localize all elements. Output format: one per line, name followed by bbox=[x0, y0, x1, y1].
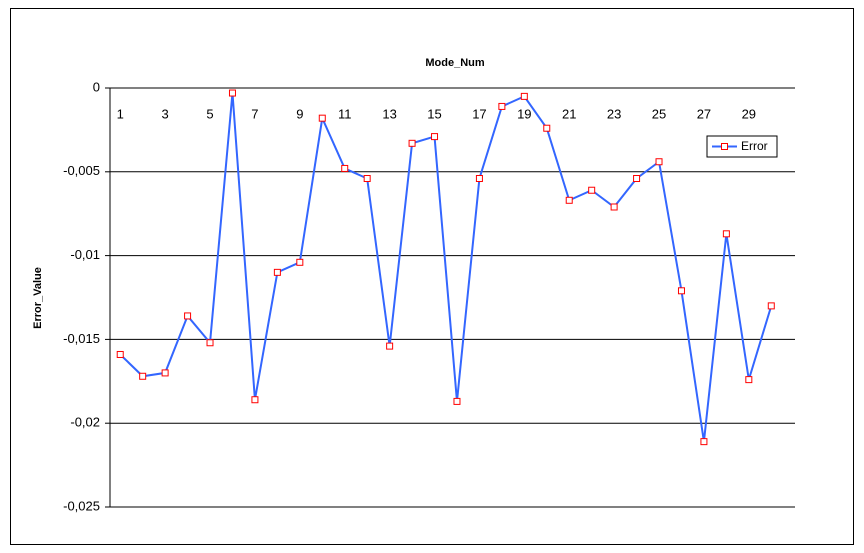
data-point bbox=[296, 258, 304, 266]
data-point bbox=[565, 196, 573, 204]
data-point bbox=[161, 369, 169, 377]
chart-title: Mode_Num bbox=[425, 57, 485, 69]
x-tick-label: 19 bbox=[517, 106, 531, 121]
y-tick-label: -0,005 bbox=[63, 163, 100, 178]
x-tick-label: 29 bbox=[742, 106, 756, 121]
data-point bbox=[116, 350, 124, 358]
data-point bbox=[318, 114, 326, 122]
data-point bbox=[341, 164, 349, 172]
data-point bbox=[655, 158, 663, 166]
x-tick-label: 9 bbox=[296, 106, 303, 121]
data-point bbox=[767, 302, 775, 310]
data-point bbox=[745, 376, 753, 384]
x-tick-label: 13 bbox=[382, 106, 396, 121]
x-tick-label: 1 bbox=[117, 106, 124, 121]
x-tick-label: 23 bbox=[607, 106, 621, 121]
data-point bbox=[273, 268, 281, 276]
x-tick-label: 15 bbox=[427, 106, 441, 121]
x-tick-label: 11 bbox=[338, 106, 352, 121]
data-point bbox=[363, 175, 371, 183]
chart-border bbox=[10, 8, 854, 545]
data-point bbox=[677, 287, 685, 295]
data-point bbox=[184, 312, 192, 320]
data-point bbox=[722, 230, 730, 238]
x-tick-label: 21 bbox=[562, 106, 576, 121]
data-point bbox=[206, 339, 214, 347]
y-tick-label: -0,015 bbox=[63, 331, 100, 346]
data-point bbox=[498, 102, 506, 110]
y-tick-label: -0,02 bbox=[70, 415, 100, 430]
data-point bbox=[588, 186, 596, 194]
legend-label: Error bbox=[741, 139, 768, 153]
legend-marker bbox=[721, 143, 728, 150]
data-point bbox=[610, 203, 618, 211]
data-point bbox=[520, 92, 528, 100]
data-point bbox=[408, 139, 416, 147]
x-tick-label: 25 bbox=[652, 106, 666, 121]
y-tick-label: -0,01 bbox=[70, 247, 100, 262]
data-point bbox=[633, 175, 641, 183]
x-tick-label: 17 bbox=[472, 106, 486, 121]
y-tick-label: 0 bbox=[93, 79, 100, 94]
data-point bbox=[139, 372, 147, 380]
legend-box bbox=[706, 135, 778, 158]
y-tick-label: -0,025 bbox=[63, 498, 100, 513]
x-tick-label: 27 bbox=[697, 106, 711, 121]
data-point bbox=[700, 438, 708, 446]
data-point bbox=[543, 124, 551, 132]
data-point bbox=[431, 133, 439, 141]
data-point bbox=[228, 89, 236, 97]
x-tick-label: 7 bbox=[251, 106, 258, 121]
data-point bbox=[251, 396, 259, 404]
y-axis-label: Error_Value bbox=[32, 267, 44, 329]
data-point bbox=[453, 397, 461, 405]
x-tick-label: 3 bbox=[162, 106, 169, 121]
x-tick-label: 5 bbox=[206, 106, 213, 121]
data-point bbox=[475, 175, 483, 183]
data-point bbox=[386, 342, 394, 350]
series-line bbox=[119, 92, 773, 442]
